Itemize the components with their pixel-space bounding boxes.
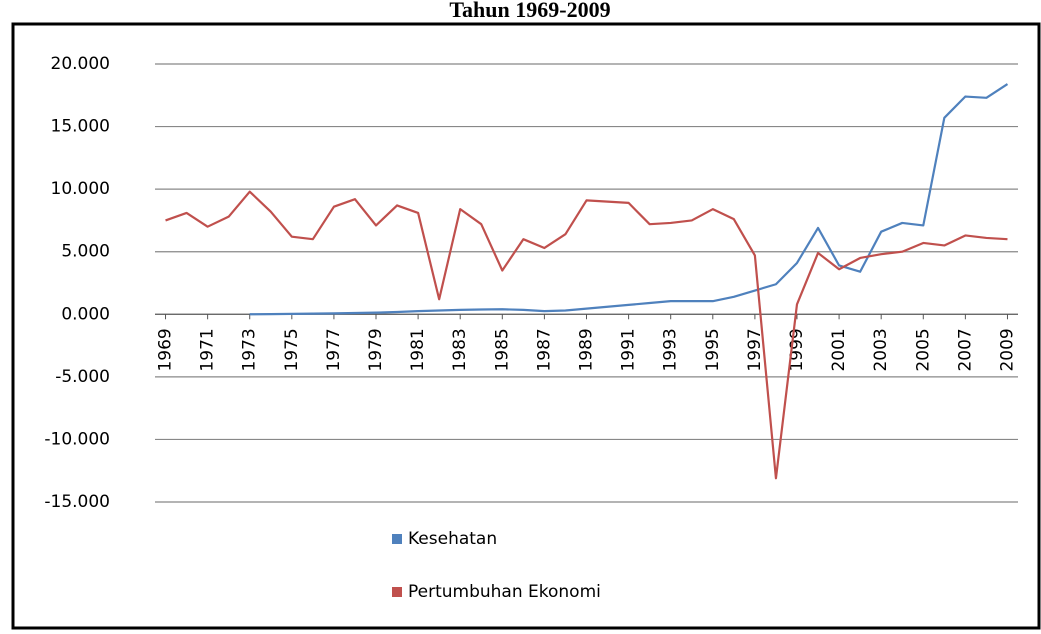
legend-swatch bbox=[392, 534, 402, 544]
y-tick-label: 10.000 bbox=[51, 179, 110, 199]
x-tick-label: 1989 bbox=[577, 328, 597, 371]
series-line bbox=[249, 83, 1009, 316]
x-tick-label: 1983 bbox=[450, 328, 470, 371]
series-line bbox=[165, 190, 1008, 480]
y-tick-label: 0.000 bbox=[61, 304, 110, 324]
chart-title: Tahun 1969-2009 bbox=[449, 0, 610, 22]
x-tick-label: 1991 bbox=[619, 328, 639, 371]
y-tick-label: -15.000 bbox=[44, 492, 110, 512]
x-tick-label: 1969 bbox=[156, 328, 176, 371]
x-tick-label: 1971 bbox=[198, 328, 218, 371]
x-tick-label: 1981 bbox=[408, 328, 428, 371]
x-tick-label: 1977 bbox=[324, 328, 344, 371]
x-tick-label: 2003 bbox=[871, 328, 891, 371]
legend-swatch bbox=[392, 587, 402, 597]
x-tick-label: 1997 bbox=[745, 328, 765, 371]
x-tick-label: 1987 bbox=[534, 328, 554, 371]
x-tick-label: 2001 bbox=[829, 328, 849, 371]
x-tick-label: 1975 bbox=[282, 328, 302, 371]
x-tick-label: 1993 bbox=[661, 328, 681, 371]
y-tick-label: 15.000 bbox=[51, 117, 110, 137]
x-tick-label: 1995 bbox=[703, 328, 723, 371]
y-tick-label: -10.000 bbox=[44, 429, 110, 449]
x-tick-label: 2005 bbox=[913, 328, 933, 371]
chart-border bbox=[11, 22, 1041, 630]
y-tick-label: 5.000 bbox=[61, 242, 110, 262]
legend-label: Pertumbuhan Ekonomi bbox=[408, 582, 601, 602]
x-tick-label: 1985 bbox=[492, 328, 512, 371]
y-tick-label: -5.000 bbox=[55, 367, 110, 387]
x-tick-label: 1973 bbox=[240, 328, 260, 371]
legend-label: Kesehatan bbox=[408, 529, 497, 549]
x-tick-label: 1979 bbox=[366, 328, 386, 371]
x-tick-label: 2009 bbox=[997, 328, 1017, 371]
x-tick-label: 2007 bbox=[955, 328, 975, 371]
y-tick-label: 20.000 bbox=[51, 54, 110, 74]
